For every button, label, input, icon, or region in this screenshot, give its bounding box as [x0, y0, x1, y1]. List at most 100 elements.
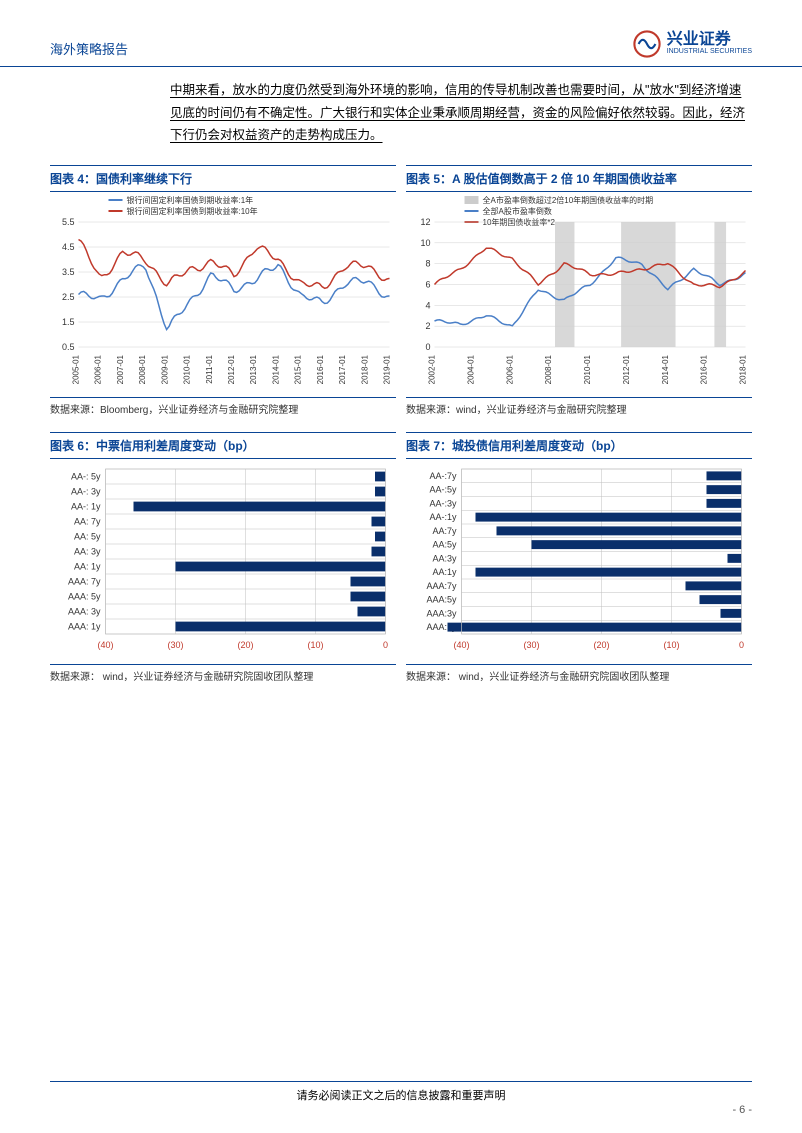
- svg-text:银行间固定利率国债到期收益率:10年: 银行间固定利率国债到期收益率:10年: [127, 206, 258, 216]
- svg-text:AAA: 3y: AAA: 3y: [68, 606, 101, 616]
- svg-text:2006-01: 2006-01: [505, 354, 514, 384]
- chart6-title: 图表 6：中票信用利差周度变动（bp）: [50, 432, 396, 459]
- page-footer: 请务必阅读正文之后的信息披露和重要声明 - 6 -: [50, 1081, 752, 1103]
- svg-text:0.5: 0.5: [62, 342, 75, 352]
- svg-text:2011-01: 2011-01: [205, 354, 214, 383]
- svg-text:AAA:5y: AAA:5y: [426, 594, 457, 604]
- logo-text-en: INDUSTRIAL SECURITIES: [667, 48, 752, 56]
- svg-text:2.5: 2.5: [62, 292, 75, 302]
- svg-text:AA-: 1y: AA-: 1y: [71, 501, 101, 511]
- svg-text:2002-01: 2002-01: [428, 354, 437, 384]
- svg-text:2008-01: 2008-01: [138, 354, 147, 384]
- chart6-source: 数据来源： wind，兴业证券经济与金融研究院固收团队整理: [50, 664, 396, 691]
- logo-text-cn: 兴业证券: [667, 32, 752, 48]
- svg-text:AA-:7y: AA-:7y: [429, 470, 457, 480]
- svg-text:AAA: 7y: AAA: 7y: [68, 576, 101, 586]
- company-logo: 兴业证券 INDUSTRIAL SECURITIES: [633, 30, 752, 58]
- svg-text:3.5: 3.5: [62, 267, 75, 277]
- svg-text:AAA: 1y: AAA: 1y: [68, 621, 101, 631]
- svg-text:AA:1y: AA:1y: [432, 567, 457, 577]
- chart6-cell: 图表 6：中票信用利差周度变动（bp） (40) (30) (20) (10) 0 AA-…: [50, 432, 396, 691]
- svg-text:2007-01: 2007-01: [116, 354, 125, 384]
- svg-text:AAA:7y: AAA:7y: [426, 580, 457, 590]
- charts-container: 图表 4：国债利率继续下行 银行间固定利率国债到期收益率:1年银行间固定利率国债…: [0, 165, 802, 691]
- svg-text:全部A股市盈率倒数: 全部A股市盈率倒数: [483, 206, 552, 216]
- svg-text:4: 4: [425, 300, 430, 310]
- chart7-canvas: (40) (30) (20) (10) 0 AA-:7y AA-:5y AA-:3y AA-:1…: [406, 459, 752, 659]
- chart5-source: 数据来源：wind，兴业证券经济与金融研究院整理: [406, 397, 752, 424]
- svg-text:5.5: 5.5: [62, 217, 75, 227]
- svg-text:2004-01: 2004-01: [466, 354, 475, 384]
- svg-text:AA-: 3y: AA-: 3y: [71, 486, 101, 496]
- svg-text:2009-01: 2009-01: [160, 354, 169, 384]
- svg-text:AA:5y: AA:5y: [432, 539, 457, 549]
- svg-text:12: 12: [420, 217, 430, 227]
- svg-text:4.5: 4.5: [62, 242, 75, 252]
- svg-text:AA-:5y: AA-:5y: [429, 484, 457, 494]
- svg-text:0: 0: [425, 342, 430, 352]
- svg-text:AA: 3y: AA: 3y: [74, 546, 101, 556]
- svg-text:2016-01: 2016-01: [316, 354, 325, 384]
- svg-text:(20): (20): [593, 640, 609, 650]
- page-header: 海外策略报告 兴业证券 INDUSTRIAL SECURITIES: [0, 0, 802, 67]
- body-paragraph: 中期来看，放水的力度仍然受到海外环境的影响，信用的传导机制改善也需要时间，从"放…: [0, 67, 802, 157]
- footer-disclaimer: 请务必阅读正文之后的信息披露和重要声明: [297, 1090, 506, 1102]
- svg-text:(40): (40): [97, 640, 113, 650]
- svg-text:10: 10: [420, 237, 430, 247]
- svg-text:银行间固定利率国债到期收益率:1年: 银行间固定利率国债到期收益率:1年: [127, 195, 254, 205]
- chart7-source: 数据来源： wind，兴业证券经济与金融研究院固收团队整理: [406, 664, 752, 691]
- svg-text:AA: 1y: AA: 1y: [74, 561, 101, 571]
- svg-text:2018-01: 2018-01: [739, 354, 748, 384]
- svg-text:全A市盈率倒数超过2倍10年期国债收益率的时期: 全A市盈率倒数超过2倍10年期国债收益率的时期: [483, 195, 654, 205]
- svg-text:0: 0: [739, 640, 744, 650]
- chart7-cell: 图表 7：城投债信用利差周度变动（bp） (40) (30) (20) (10) 0 AA…: [406, 432, 752, 691]
- svg-text:(20): (20): [237, 640, 253, 650]
- chart4-cell: 图表 4：国债利率继续下行 银行间固定利率国债到期收益率:1年银行间固定利率国债…: [50, 165, 396, 424]
- svg-text:2008-01: 2008-01: [544, 354, 553, 384]
- svg-text:(10): (10): [663, 640, 679, 650]
- svg-text:2005-01: 2005-01: [72, 354, 81, 384]
- svg-text:1.5: 1.5: [62, 317, 75, 327]
- svg-text:(40): (40): [453, 640, 469, 650]
- svg-text:(10): (10): [307, 640, 323, 650]
- svg-text:2012-01: 2012-01: [227, 354, 236, 384]
- svg-text:AA:7y: AA:7y: [432, 525, 457, 535]
- svg-text:2018-01: 2018-01: [360, 354, 369, 384]
- svg-text:0: 0: [383, 640, 388, 650]
- svg-text:2010-01: 2010-01: [183, 354, 192, 384]
- svg-text:AA-:1y: AA-:1y: [429, 512, 457, 522]
- svg-text:2019-01: 2019-01: [383, 354, 392, 384]
- svg-text:2010-01: 2010-01: [583, 354, 592, 384]
- svg-text:8: 8: [425, 258, 430, 268]
- chart5-canvas: 全A市盈率倒数超过2倍10年期国债收益率的时期全部A股市盈率倒数10年期国债收益…: [406, 192, 752, 392]
- chart4-title: 图表 4：国债利率继续下行: [50, 165, 396, 192]
- chart-row-1: 图表 4：国债利率继续下行 银行间固定利率国债到期收益率:1年银行间固定利率国债…: [50, 165, 752, 424]
- chart4-source: 数据来源：Bloomberg，兴业证券经济与金融研究院整理: [50, 397, 396, 424]
- chart4-canvas: 银行间固定利率国债到期收益率:1年银行间固定利率国债到期收益率:10年 0.5 1.…: [50, 192, 396, 392]
- svg-text:2: 2: [425, 321, 430, 331]
- chart-row-2: 图表 6：中票信用利差周度变动（bp） (40) (30) (20) (10) 0 AA-…: [50, 432, 752, 691]
- svg-text:(30): (30): [523, 640, 539, 650]
- chart5-cell: 图表 5：A 股估值倒数高于 2 倍 10 年期国债收益率 全A市盈率倒数超过2…: [406, 165, 752, 424]
- svg-text:2017-01: 2017-01: [338, 354, 347, 384]
- svg-text:2015-01: 2015-01: [294, 354, 303, 384]
- svg-text:2006-01: 2006-01: [94, 354, 103, 384]
- svg-text:AAA:3y: AAA:3y: [426, 608, 457, 618]
- chart7-title: 图表 7：城投债信用利差周度变动（bp）: [406, 432, 752, 459]
- svg-text:(30): (30): [167, 640, 183, 650]
- svg-text:2014-01: 2014-01: [271, 354, 280, 384]
- page-number: - 6 -: [732, 1104, 752, 1116]
- svg-text:2012-01: 2012-01: [622, 354, 631, 384]
- svg-text:AA-:3y: AA-:3y: [429, 498, 457, 508]
- svg-text:AA: 5y: AA: 5y: [74, 531, 101, 541]
- svg-text:2014-01: 2014-01: [661, 354, 670, 384]
- svg-text:AAA: 5y: AAA: 5y: [68, 591, 101, 601]
- svg-text:2016-01: 2016-01: [700, 354, 709, 384]
- svg-text:6: 6: [425, 279, 430, 289]
- chart5-title: 图表 5：A 股估值倒数高于 2 倍 10 年期国债收益率: [406, 165, 752, 192]
- report-category: 海外策略报告: [50, 39, 128, 58]
- svg-text:AA: 7y: AA: 7y: [74, 516, 101, 526]
- chart6-canvas: (40)(30)(20)(10)0AA-: 5yAA-: 3yAA-: 1yAA…: [50, 459, 396, 659]
- logo-icon: [633, 30, 661, 58]
- svg-text:2013-01: 2013-01: [249, 354, 258, 384]
